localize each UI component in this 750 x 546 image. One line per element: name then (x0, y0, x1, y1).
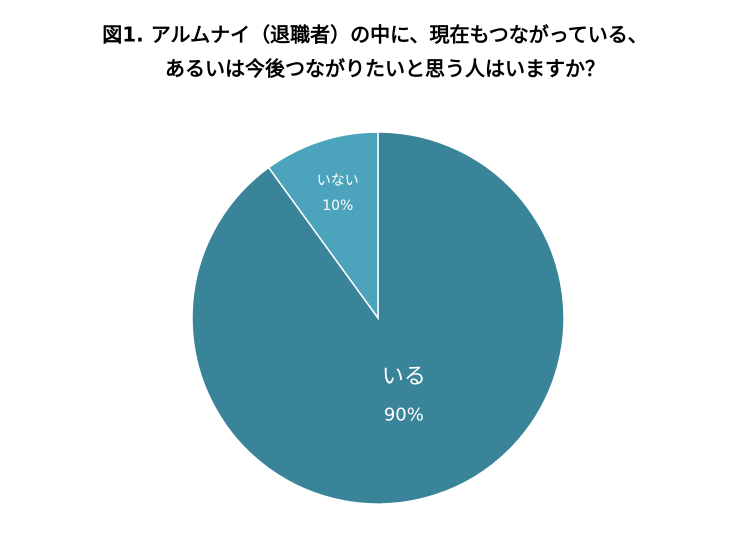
slice-category-label: いる (382, 365, 426, 390)
slice-value-label: 10% (322, 198, 353, 214)
chart-title: 図1. アルムナイ（退職者）の中に、現在もつながっている、 (102, 23, 647, 47)
pie-slice (267, 131, 379, 321)
chart-title: あるいは今後つながりたいと思う人はいますか？ (165, 57, 605, 81)
slice-category-label: いない (317, 173, 359, 189)
slice-value-label: 90% (384, 405, 424, 426)
